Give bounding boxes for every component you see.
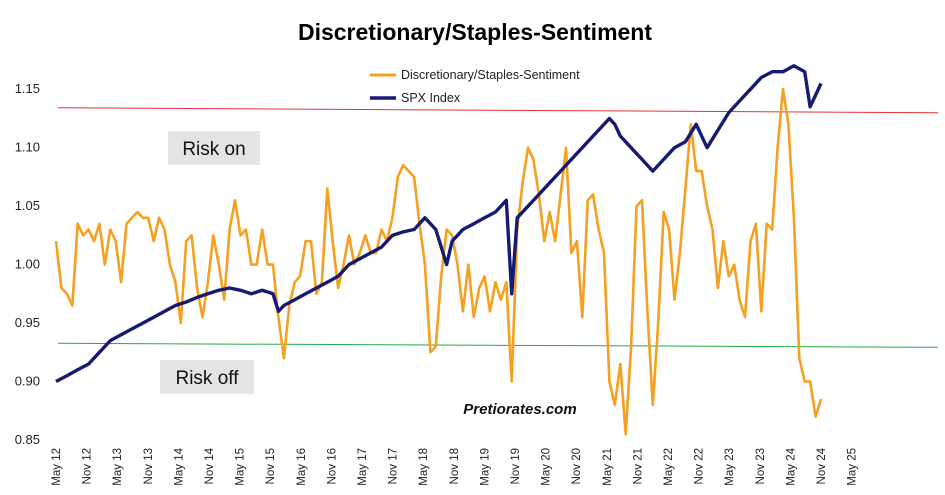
legend-label-sentiment: Discretionary/Staples-Sentiment	[401, 68, 580, 82]
risk-on-label: Risk on	[168, 131, 260, 165]
x-tick-label: May 24	[785, 447, 797, 485]
y-tick-label: 1.00	[15, 257, 40, 272]
x-tick-label: May 16	[296, 448, 308, 486]
series-line-spx	[55, 64, 823, 384]
risk-on-line	[57, 107, 939, 114]
x-tick-label: May 23	[724, 448, 736, 486]
x-tick-label: Nov 22	[694, 448, 706, 484]
risk-on-text: Risk on	[182, 139, 245, 160]
x-tick-label: Nov 23	[755, 448, 767, 484]
x-tick-label: Nov 14	[204, 447, 216, 484]
x-tick-label: Nov 19	[510, 448, 522, 484]
series-line-sentiment	[54, 87, 823, 436]
x-tick-label: Nov 17	[388, 448, 400, 484]
x-tick-label: Nov 13	[143, 448, 155, 484]
x-tick-label: May 18	[418, 448, 430, 486]
y-tick-label: 1.10	[15, 140, 40, 155]
y-tick-label: 1.15	[15, 81, 40, 96]
x-tick-label: May 21	[602, 448, 614, 486]
risk-off-label: Risk off	[160, 360, 254, 394]
risk-off-line	[57, 342, 939, 348]
x-tick-label: May 25	[847, 448, 859, 486]
x-tick-label: May 12	[51, 448, 63, 486]
chart-title: Discretionary/Staples-Sentiment	[298, 19, 652, 45]
y-tick-label: 0.85	[15, 432, 40, 447]
x-tick-label: Nov 20	[571, 448, 583, 484]
x-tick-label: May 22	[663, 448, 675, 486]
x-tick-label: Nov 21	[632, 448, 644, 484]
x-tick-label: Nov 18	[449, 448, 461, 484]
legend-label-spx: SPX Index	[401, 91, 461, 105]
y-tick-label: 0.90	[15, 374, 40, 389]
x-tick-label: Nov 15	[265, 448, 277, 484]
series-lines	[54, 64, 823, 436]
x-axis: May 12 Nov 12 May 13 Nov 13 May 14 Nov 14 May …	[51, 447, 859, 485]
y-tick-label: 1.05	[15, 198, 40, 213]
y-tick-label: 0.95	[15, 315, 40, 330]
watermark: Pretiorates.com	[463, 401, 576, 418]
x-tick-label: May 15	[235, 448, 247, 486]
risk-on-box	[168, 131, 260, 165]
risk-off-box	[160, 360, 254, 394]
x-tick-label: Nov 12	[82, 448, 94, 484]
x-tick-label: Nov 16	[326, 448, 338, 484]
x-tick-label: Nov 24	[816, 447, 828, 484]
risk-off-text: Risk off	[175, 368, 239, 389]
y-axis: 0.85 0.90 0.95 1.00 1.05 1.10 1.15	[15, 81, 40, 447]
x-tick-label: May 20	[541, 448, 553, 486]
reference-lines	[57, 107, 939, 348]
x-tick-label: May 14	[173, 447, 185, 485]
x-tick-label: May 17	[357, 448, 369, 486]
x-tick-label: May 13	[112, 448, 124, 486]
x-tick-label: May 19	[479, 448, 491, 486]
legend: Discretionary/Staples-Sentiment SPX Inde…	[370, 68, 580, 105]
